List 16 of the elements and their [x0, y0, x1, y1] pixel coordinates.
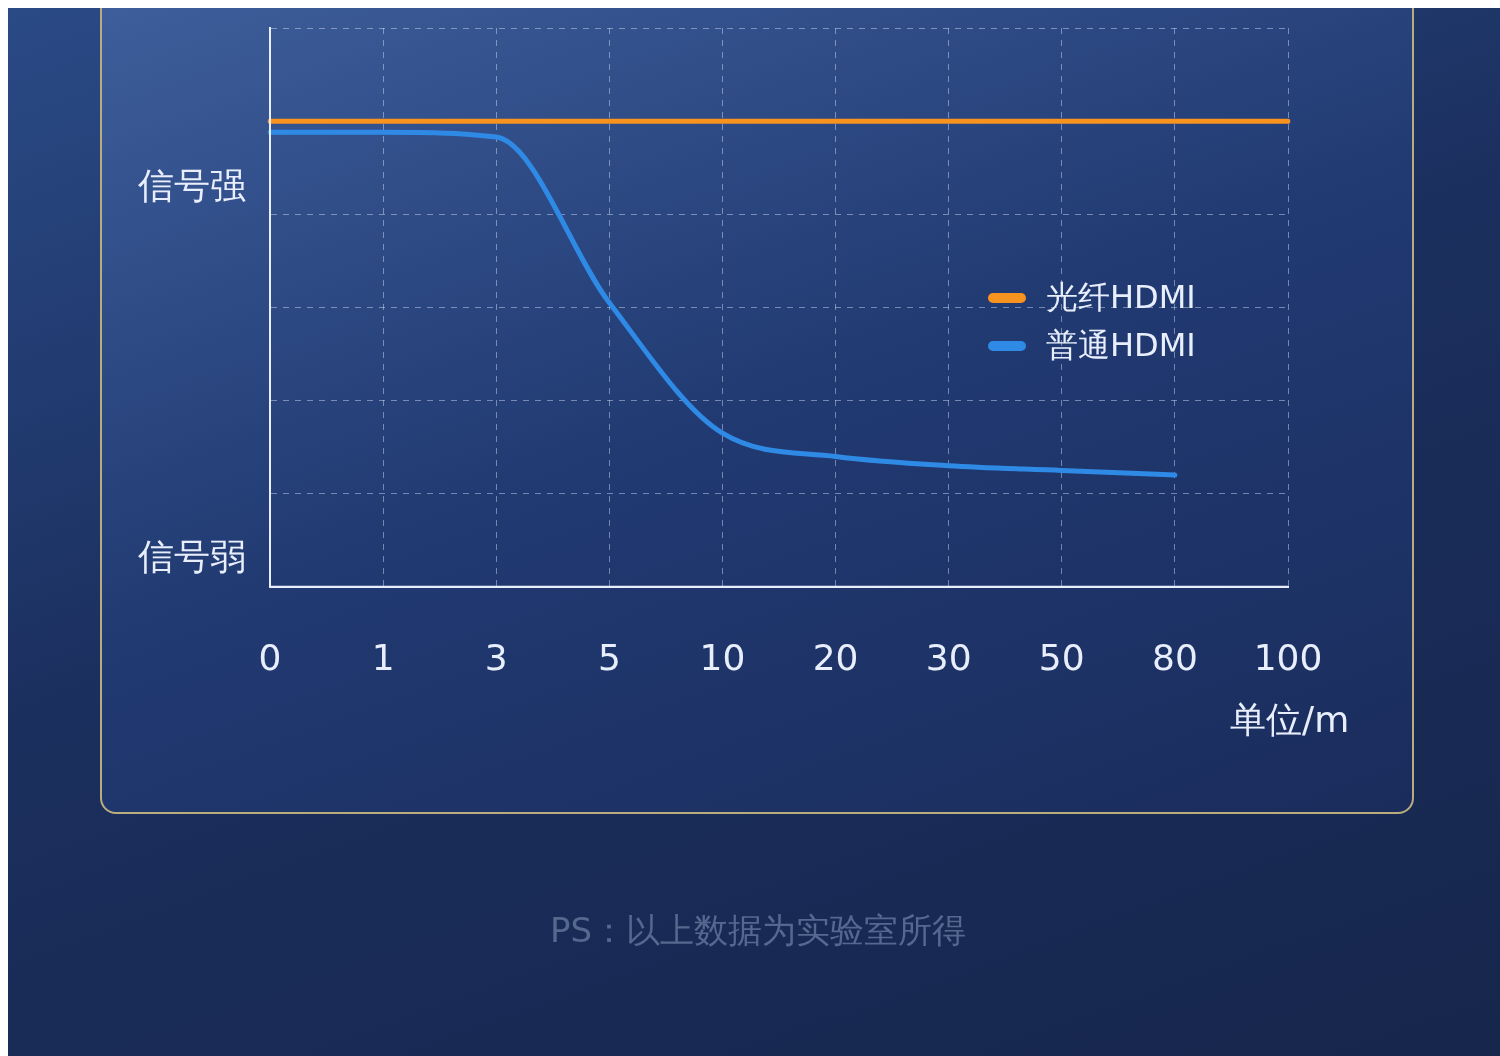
x-tick-label: 0: [258, 636, 282, 678]
x-tick-label: 30: [925, 636, 972, 678]
legend-label: 光纤HDMI: [1046, 277, 1196, 318]
text: PS：以上数据为实验室所得: [548, 909, 968, 952]
x-tick-label: 20: [812, 636, 859, 678]
x-tick-label: 5: [597, 636, 621, 678]
x-tick-label: 10: [699, 636, 746, 678]
x-tick-label: 3: [484, 636, 508, 678]
x-axis-title: 单位/m: [1230, 698, 1350, 742]
text: 信号弱: [138, 535, 246, 579]
text: 信号强: [138, 164, 246, 208]
x-tick-label: 50: [1038, 636, 1085, 678]
x-tick-label: 100: [1253, 636, 1323, 678]
x-tick-label: 1: [371, 636, 395, 678]
legend-label: 普通HDMI: [1046, 325, 1196, 366]
x-tick-label: 80: [1151, 636, 1198, 678]
